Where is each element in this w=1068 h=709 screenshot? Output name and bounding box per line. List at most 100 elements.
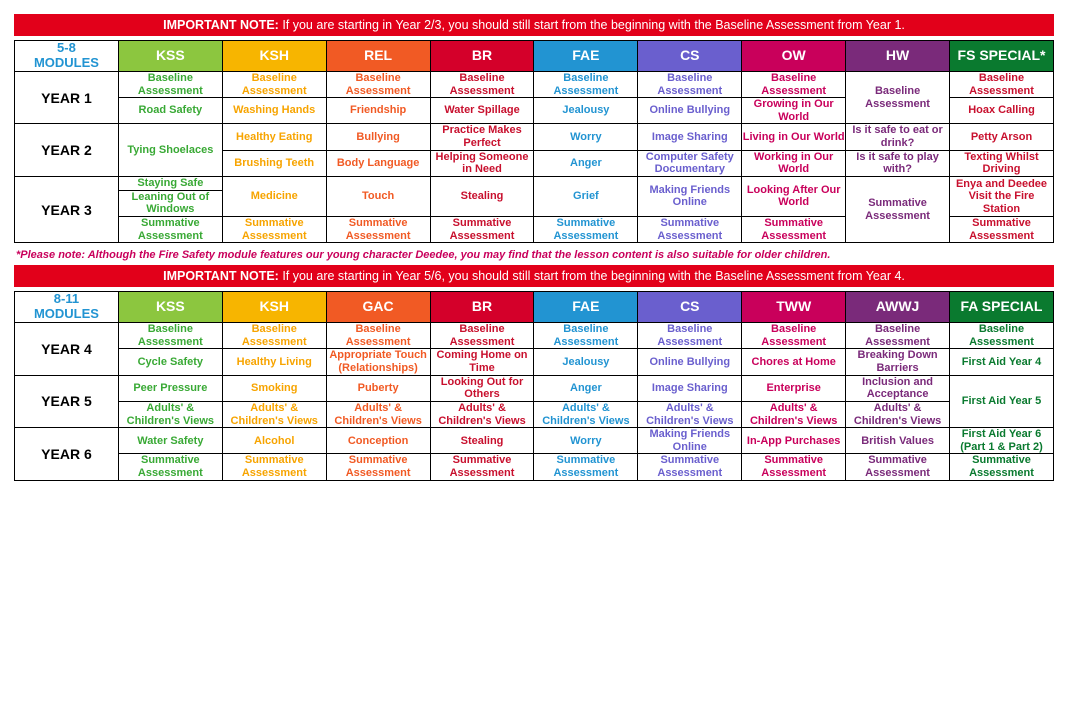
curriculum-cell: Computer Safety Documentary — [638, 150, 742, 176]
column-header-ksh: KSH — [222, 41, 326, 72]
curriculum-cell: Summative Assessment — [430, 216, 534, 242]
curriculum-cell: Summative Assessment — [950, 454, 1054, 480]
curriculum-cell: Peer Pressure — [118, 375, 222, 401]
curriculum-cell: Working in Our World — [742, 150, 846, 176]
curriculum-cell: Worry — [534, 124, 638, 150]
curriculum-cell: Texting Whilst Driving — [950, 150, 1054, 176]
curriculum-cell: Online Bullying — [638, 349, 742, 375]
curriculum-cell: Worry — [534, 428, 638, 454]
important-note-top: IMPORTANT NOTE: If you are starting in Y… — [14, 14, 1054, 36]
curriculum-cell: Adults' & Children's Views — [118, 401, 222, 427]
curriculum-cell: Cycle Safety — [118, 349, 222, 375]
curriculum-cell: Touch — [326, 177, 430, 217]
column-header-fae: FAE — [534, 41, 638, 72]
curriculum-cell: Chores at Home — [742, 349, 846, 375]
curriculum-cell: Conception — [326, 428, 430, 454]
curriculum-cell: Summative Assessment — [222, 454, 326, 480]
curriculum-cell: Summative Assessment — [534, 454, 638, 480]
curriculum-cell: In-App Purchases — [742, 428, 846, 454]
year-label: YEAR 3 — [15, 177, 119, 243]
curriculum-cell: Stealing — [430, 428, 534, 454]
curriculum-cell: Puberty — [326, 375, 430, 401]
curriculum-cell: Breaking Down Barriers — [846, 349, 950, 375]
column-header-rel: REL — [326, 41, 430, 72]
curriculum-cell: Baseline Assessment — [638, 323, 742, 349]
curriculum-cell: Baseline Assessment — [742, 71, 846, 97]
curriculum-cell: Practice Makes Perfect — [430, 124, 534, 150]
curriculum-cell: Enterprise — [742, 375, 846, 401]
important-note-mid: IMPORTANT NOTE: If you are starting in Y… — [14, 265, 1054, 287]
curriculum-cell: Body Language — [326, 150, 430, 176]
curriculum-cell: Adults' & Children's Views — [222, 401, 326, 427]
curriculum-cell: Grief — [534, 177, 638, 217]
curriculum-cell: Summative Assessment — [950, 216, 1054, 242]
curriculum-cell: First Aid Year 5 — [950, 375, 1054, 428]
curriculum-cell: Anger — [534, 150, 638, 176]
curriculum-cell: Image Sharing — [638, 375, 742, 401]
curriculum-cell: Summative Assessment — [326, 216, 430, 242]
curriculum-cell: Baseline Assessment — [950, 71, 1054, 97]
curriculum-cell: Baseline Assessment — [222, 71, 326, 97]
year-label: YEAR 4 — [15, 323, 119, 376]
curriculum-cell: Making Friends Online — [638, 428, 742, 454]
curriculum-cell: Baseline Assessment — [326, 323, 430, 349]
curriculum-cell: Stealing — [430, 177, 534, 217]
curriculum-cell: Anger — [534, 375, 638, 401]
curriculum-cell: Petty Arson — [950, 124, 1054, 150]
column-header-kss: KSS — [118, 292, 222, 323]
curriculum-cell: Online Bullying — [638, 98, 742, 124]
curriculum-cell: Adults' & Children's Views — [534, 401, 638, 427]
curriculum-cell: Summative Assessment — [222, 216, 326, 242]
curriculum-cell: Baseline Assessment — [742, 323, 846, 349]
curriculum-cell: Baseline Assessment — [846, 71, 950, 124]
curriculum-cell: Adults' & Children's Views — [638, 401, 742, 427]
curriculum-cell: Summative Assessment — [742, 216, 846, 242]
year-label: YEAR 2 — [15, 124, 119, 177]
column-header-tww: TWW — [742, 292, 846, 323]
column-header-cs: CS — [638, 41, 742, 72]
curriculum-cell: Adults' & Children's Views — [742, 401, 846, 427]
curriculum-cell: Summative Assessment — [638, 216, 742, 242]
year-label: YEAR 6 — [15, 428, 119, 481]
curriculum-cell: Hoax Calling — [950, 98, 1054, 124]
curriculum-cell: Making Friends Online — [638, 177, 742, 217]
curriculum-cell: Summative Assessment — [638, 454, 742, 480]
curriculum-cell: Summative Assessment — [118, 216, 222, 242]
curriculum-cell: Summative Assessment — [118, 454, 222, 480]
curriculum-cell: Leaning Out of Windows — [118, 190, 222, 216]
curriculum-cell: Medicine — [222, 177, 326, 217]
curriculum-cell: Water Safety — [118, 428, 222, 454]
curriculum-cell: First Aid Year 4 — [950, 349, 1054, 375]
curriculum-cell: Staying Safe — [118, 177, 222, 191]
curriculum-cell: Water Spillage — [430, 98, 534, 124]
column-header-gac: GAC — [326, 292, 430, 323]
column-header-ksh: KSH — [222, 292, 326, 323]
curriculum-cell: Adults' & Children's Views — [326, 401, 430, 427]
curriculum-cell: Baseline Assessment — [118, 71, 222, 97]
curriculum-cell: Smoking — [222, 375, 326, 401]
curriculum-cell: Healthy Eating — [222, 124, 326, 150]
curriculum-cell: Living in Our World — [742, 124, 846, 150]
curriculum-cell: Adults' & Children's Views — [430, 401, 534, 427]
column-header-ow: OW — [742, 41, 846, 72]
curriculum-cell: Baseline Assessment — [638, 71, 742, 97]
curriculum-cell: Baseline Assessment — [950, 323, 1054, 349]
curriculum-cell: Baseline Assessment — [534, 323, 638, 349]
curriculum-cell: Friendship — [326, 98, 430, 124]
curriculum-cell: Looking After Our World — [742, 177, 846, 217]
curriculum-cell: Healthy Living — [222, 349, 326, 375]
curriculum-cell: Bullying — [326, 124, 430, 150]
column-header-fa: FA SPECIAL — [950, 292, 1054, 323]
curriculum-cell: Road Safety — [118, 98, 222, 124]
curriculum-cell: Jealousy — [534, 98, 638, 124]
curriculum-cell: Adults' & Children's Views — [846, 401, 950, 427]
column-header-kss: KSS — [118, 41, 222, 72]
curriculum-cell: Looking Out for Others — [430, 375, 534, 401]
year-label: YEAR 1 — [15, 71, 119, 124]
curriculum-cell: Image Sharing — [638, 124, 742, 150]
note-bold: IMPORTANT NOTE: — [163, 269, 279, 283]
column-header-fae: FAE — [534, 292, 638, 323]
curriculum-cell: Helping Someone in Need — [430, 150, 534, 176]
curriculum-cell: Summative Assessment — [326, 454, 430, 480]
fire-safety-footnote: *Please note: Although the Fire Safety m… — [16, 249, 1052, 261]
